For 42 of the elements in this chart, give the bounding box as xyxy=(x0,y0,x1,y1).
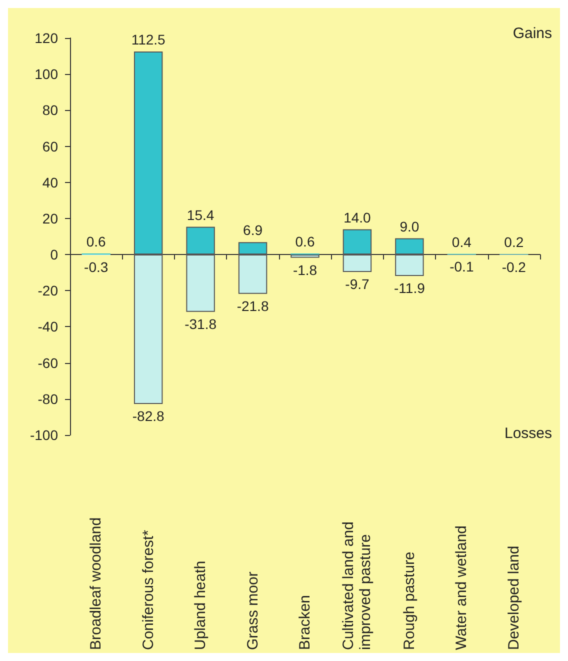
data-label: 14.0 xyxy=(344,209,372,226)
data-label: -0.1 xyxy=(450,258,474,275)
y-tick-label: 60 xyxy=(42,138,58,154)
data-label: 0.2 xyxy=(504,234,524,250)
y-tick-label: -60 xyxy=(38,354,58,371)
data-label: -0.2 xyxy=(502,258,526,275)
y-tick-label: -100 xyxy=(30,427,58,443)
x-tick-label: Cultivated land and improved pasture xyxy=(340,517,374,650)
y-tick-label: 100 xyxy=(34,66,58,82)
x-tick-label: Bracken xyxy=(296,594,314,650)
x-tick-label: Developed land xyxy=(505,546,522,650)
data-label: 9.0 xyxy=(400,218,420,234)
y-tick-label: 0 xyxy=(50,246,58,263)
x-tick-label: Water and wetland xyxy=(453,525,470,650)
data-label: -1.8 xyxy=(292,262,318,278)
x-tick-label: Broadleaf woodland xyxy=(88,517,105,650)
data-label: 0.6 xyxy=(86,233,106,250)
data-label: 0.4 xyxy=(452,234,472,250)
data-label: 15.4 xyxy=(186,206,214,223)
y-tick-label: -80 xyxy=(38,390,58,407)
y-tick-label: 80 xyxy=(42,102,58,118)
y-tick-label: 120 xyxy=(34,30,58,46)
data-label: 0.6 xyxy=(295,233,315,250)
bar xyxy=(290,254,320,258)
data-label: -82.8 xyxy=(132,408,164,424)
y-tick-label: 20 xyxy=(42,210,58,226)
x-tick-label: Grass moor xyxy=(244,572,262,650)
data-label: -11.9 xyxy=(394,280,426,296)
y-tick-label: -40 xyxy=(38,318,58,335)
data-label: -0.3 xyxy=(84,259,108,276)
y-tick-label: -20 xyxy=(38,282,58,299)
data-label: -31.8 xyxy=(184,316,217,332)
data-label: -21.8 xyxy=(236,298,269,314)
x-tick-label: Rough pasture xyxy=(400,552,418,650)
data-label: 112.5 xyxy=(131,32,166,48)
x-tick-label: Upland heath xyxy=(192,560,210,650)
data-label: 6.9 xyxy=(243,222,263,238)
data-label: -9.7 xyxy=(345,276,370,292)
x-tick-label: Coniferous forest* xyxy=(140,530,157,650)
y-tick-label: 40 xyxy=(42,174,58,190)
annotation: Gains xyxy=(512,25,552,42)
annotation: Losses xyxy=(504,425,552,442)
